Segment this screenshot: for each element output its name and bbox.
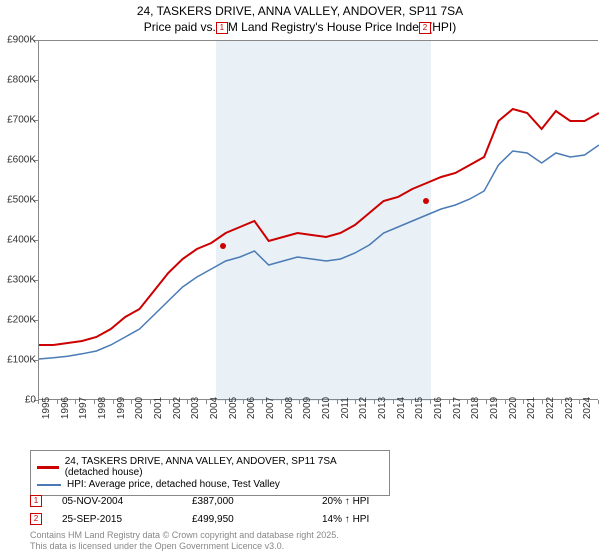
legend-swatch-2 xyxy=(37,484,61,486)
y-axis-label: £200K xyxy=(7,315,36,326)
y-axis-label: £500K xyxy=(7,195,36,206)
transaction-delta: 20% ↑ HPI xyxy=(322,496,452,507)
chart-area: £0 £100K £200K £300K £400K £500K £600K £700K £80… xyxy=(0,40,598,420)
x-axis-label: 2011 xyxy=(340,397,351,419)
x-axis-label: 2017 xyxy=(452,397,463,419)
x-axis-label: 2001 xyxy=(153,397,164,419)
title-block: 24, TASKERS DRIVE, ANNA VALLEY, ANDOVER,… xyxy=(0,0,600,37)
legend-row: HPI: Average price, detached house, Test… xyxy=(37,479,383,490)
x-axis-label: 2015 xyxy=(414,397,425,419)
y-axis-label: £300K xyxy=(7,275,36,286)
title-line-1: 24, TASKERS DRIVE, ANNA VALLEY, ANDOVER,… xyxy=(0,4,600,20)
x-axis-label: 2012 xyxy=(358,397,369,419)
marker-dot xyxy=(220,243,226,249)
x-axis-label: 2000 xyxy=(134,397,145,419)
x-axis-label: 1996 xyxy=(60,397,71,419)
x-axis-label: 2009 xyxy=(302,397,313,419)
x-axis-label: 2005 xyxy=(228,397,239,419)
y-axis-label: £700K xyxy=(7,115,36,126)
table-row: 1 05-NOV-2004 £387,000 20% ↑ HPI xyxy=(30,492,452,510)
table-row: 2 25-SEP-2015 £499,950 14% ↑ HPI xyxy=(30,510,452,528)
y-axis-label: £600K xyxy=(7,155,36,166)
x-axis-label: 2003 xyxy=(190,397,201,419)
y-axis-label: £800K xyxy=(7,75,36,86)
legend-box: 24, TASKERS DRIVE, ANNA VALLEY, ANDOVER,… xyxy=(30,450,390,496)
x-axis-label: 2023 xyxy=(564,397,575,419)
x-axis-label: 2013 xyxy=(377,397,388,419)
y-axis-label: £900K xyxy=(7,35,36,46)
x-axis-label: 2010 xyxy=(321,397,332,419)
x-axis-label: 2024 xyxy=(582,397,593,419)
chart-container: 24, TASKERS DRIVE, ANNA VALLEY, ANDOVER,… xyxy=(0,0,600,560)
x-axis-label: 1997 xyxy=(78,397,89,419)
x-axis-label: 1999 xyxy=(116,397,127,419)
x-axis-label: 2002 xyxy=(172,397,183,419)
footer-line-2: This data is licensed under the Open Gov… xyxy=(30,541,339,552)
y-axis-label: £400K xyxy=(7,235,36,246)
line-svg xyxy=(39,41,599,401)
x-axis-label: 2004 xyxy=(209,397,220,419)
x-axis-label: 1998 xyxy=(97,397,108,419)
x-axis-label: 2008 xyxy=(284,397,295,419)
x-axis-label: 2007 xyxy=(265,397,276,419)
x-axis-label: 2021 xyxy=(526,397,537,419)
footer: Contains HM Land Registry data © Crown c… xyxy=(30,530,339,552)
marker-box: 1 xyxy=(216,22,228,34)
x-axis-label: 2016 xyxy=(433,397,444,419)
series-line xyxy=(39,109,599,345)
x-axis-label: 2014 xyxy=(396,397,407,419)
transaction-marker-2: 2 xyxy=(30,513,42,525)
transactions-table: 1 05-NOV-2004 £387,000 20% ↑ HPI 2 25-SE… xyxy=(30,492,452,528)
x-axis-label: 2018 xyxy=(470,397,481,419)
x-axis-label: 2019 xyxy=(489,397,500,419)
title-line-2: Price paid vs. HM Land Registry's House … xyxy=(0,20,600,36)
legend-label-1: 24, TASKERS DRIVE, ANNA VALLEY, ANDOVER,… xyxy=(65,456,383,478)
y-axis-label: £0 xyxy=(25,395,36,406)
series-line xyxy=(39,145,599,359)
y-axis-label: £100K xyxy=(7,355,36,366)
legend-label-2: HPI: Average price, detached house, Test… xyxy=(67,479,280,490)
x-axis-label: 2020 xyxy=(508,397,519,419)
legend-row: 24, TASKERS DRIVE, ANNA VALLEY, ANDOVER,… xyxy=(37,456,383,478)
transaction-date: 05-NOV-2004 xyxy=(62,496,192,507)
transaction-price: £387,000 xyxy=(192,496,322,507)
marker-box: 2 xyxy=(419,22,431,34)
x-axis-label: 1995 xyxy=(41,397,52,419)
footer-line-1: Contains HM Land Registry data © Crown c… xyxy=(30,530,339,541)
x-axis-label: 2022 xyxy=(545,397,556,419)
legend-swatch-1 xyxy=(37,466,59,469)
transaction-marker-1: 1 xyxy=(30,495,42,507)
transaction-delta: 14% ↑ HPI xyxy=(322,514,452,525)
plot-rect xyxy=(38,40,598,400)
transaction-price: £499,950 xyxy=(192,514,322,525)
transaction-date: 25-SEP-2015 xyxy=(62,514,192,525)
x-axis-label: 2006 xyxy=(246,397,257,419)
marker-dot xyxy=(423,198,429,204)
